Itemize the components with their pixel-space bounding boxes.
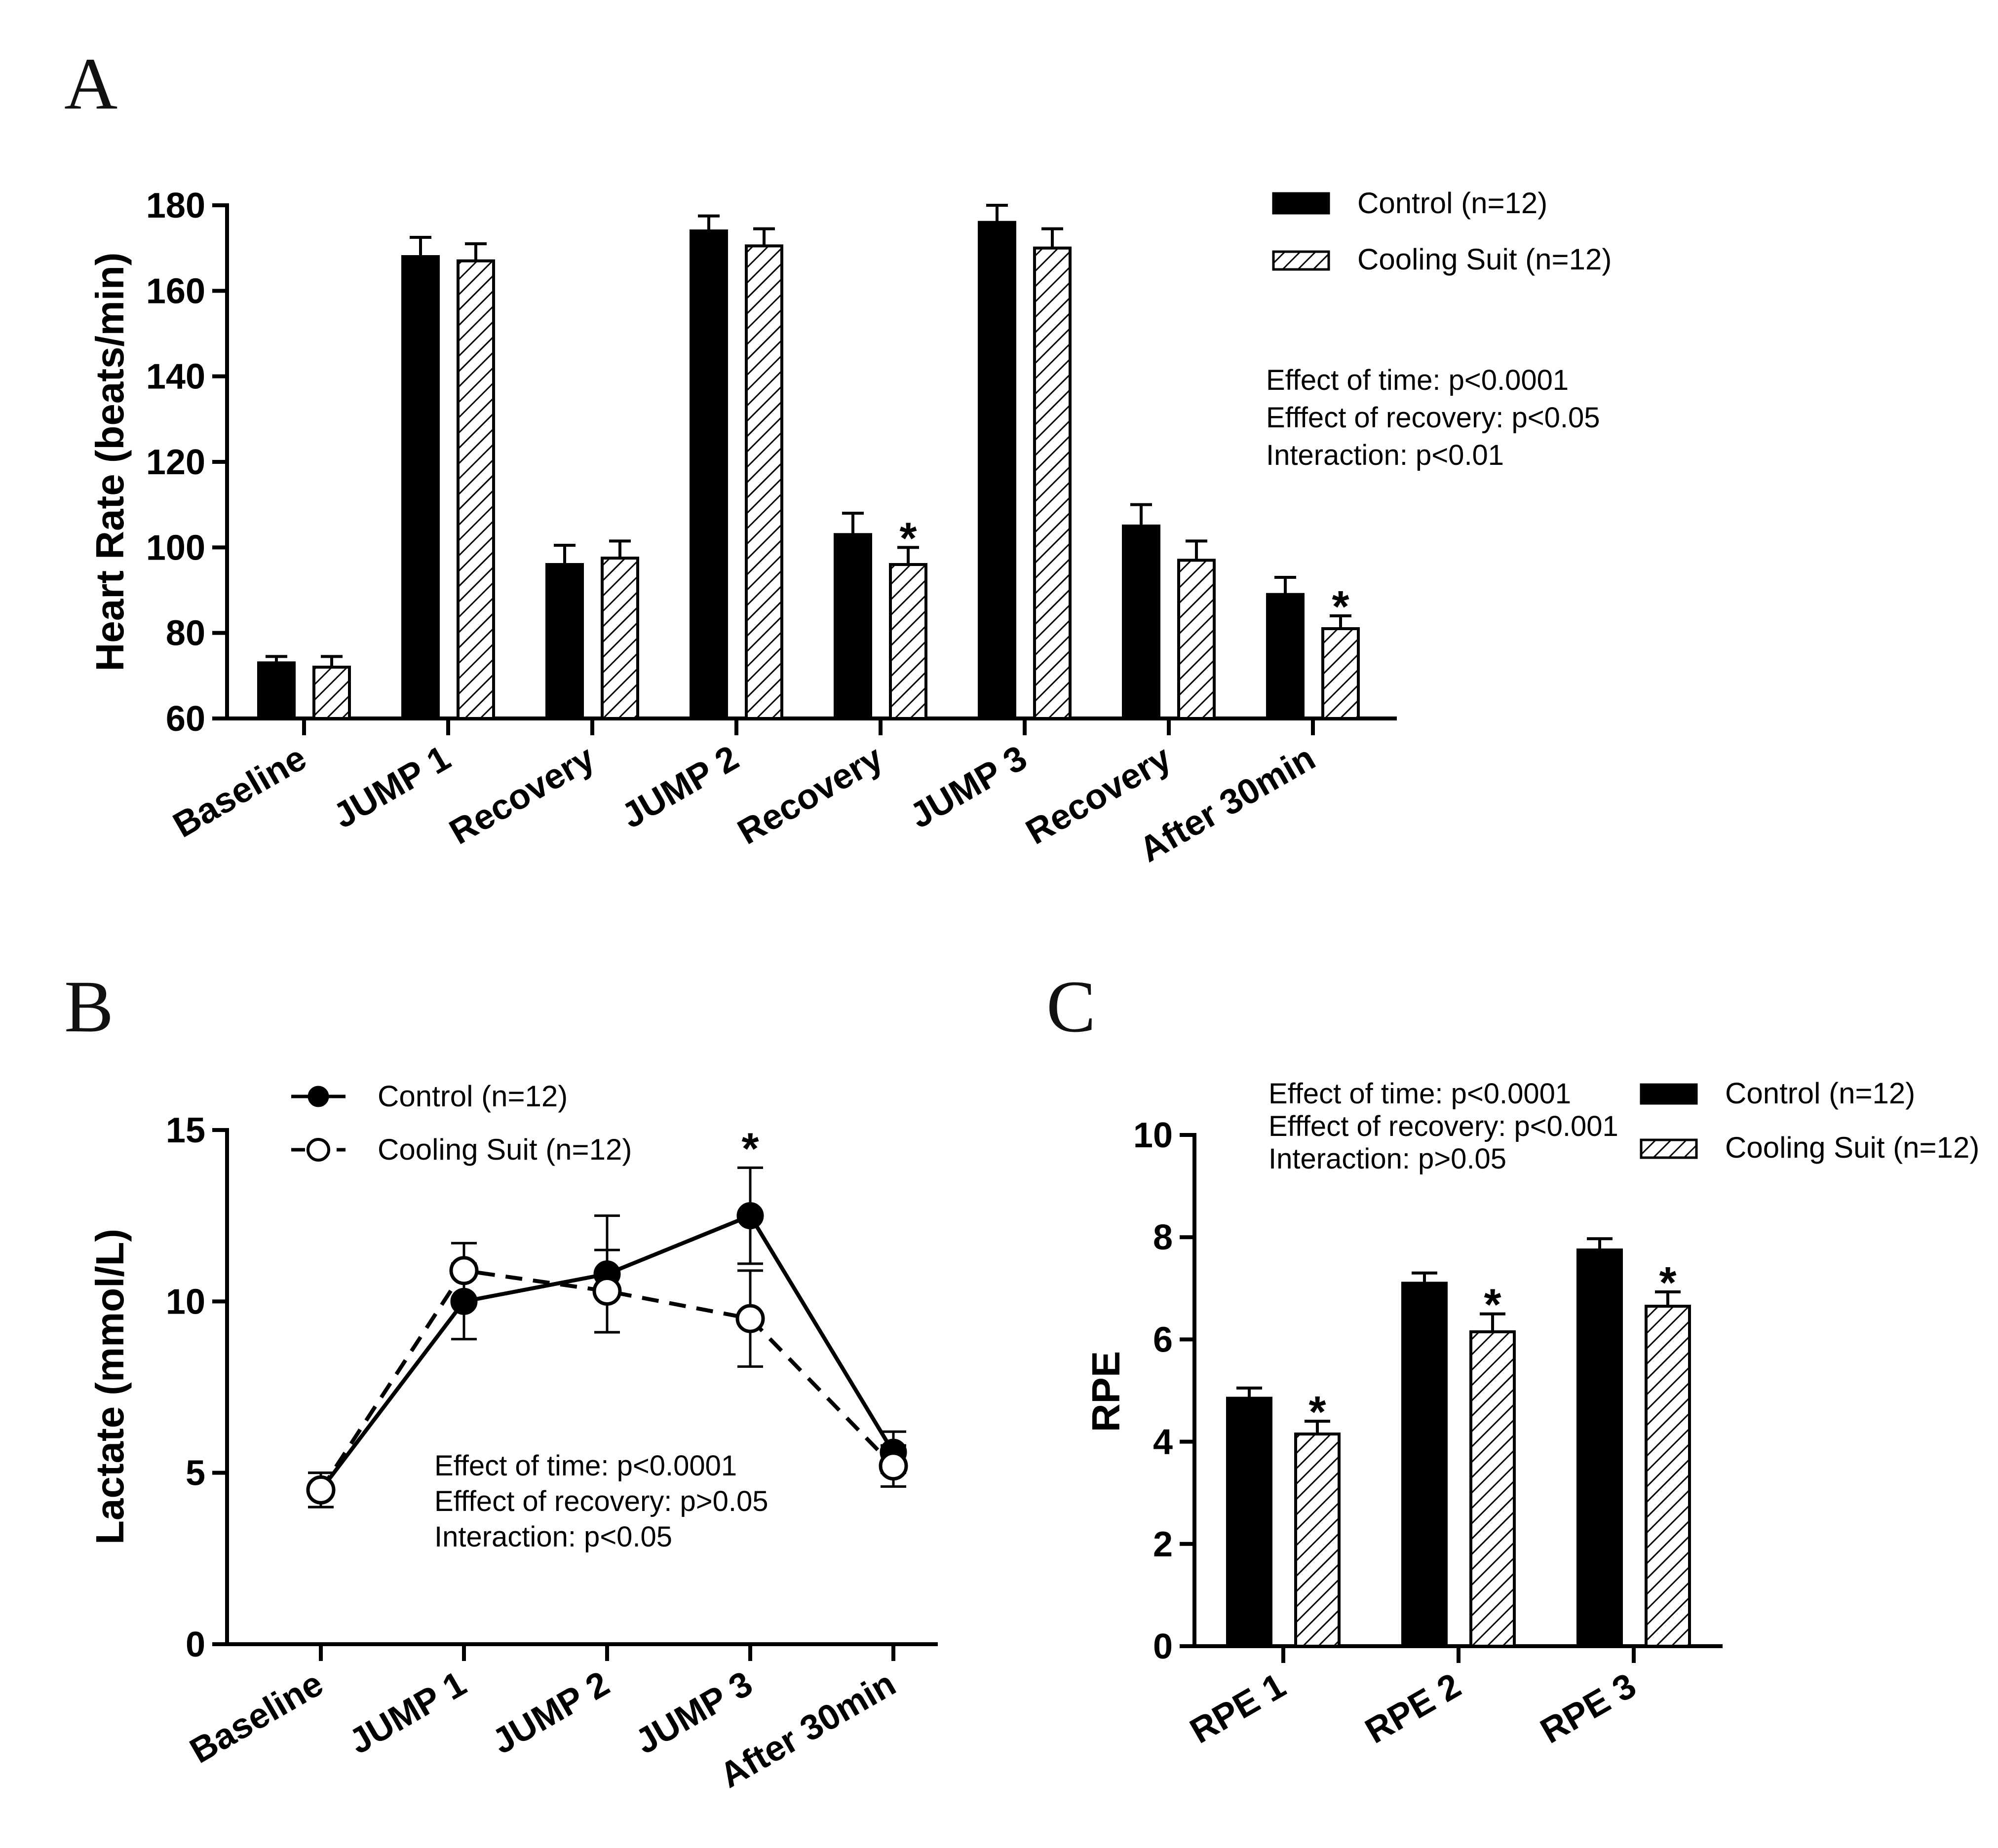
bar-control	[690, 229, 728, 720]
bar-cooling-suit	[889, 563, 927, 720]
panel-b-letter: B	[64, 966, 114, 1048]
stats-line: Effect of time: p<0.0001	[434, 1450, 737, 1482]
stats-line: Interaction: p<0.01	[1266, 439, 1504, 471]
y-axis-title: Heart Rate (beats/min)	[88, 252, 132, 671]
legend-swatch-control	[1272, 192, 1330, 215]
significance-marker: *	[741, 1124, 759, 1173]
point-control	[450, 1287, 478, 1315]
legend-swatch-cooling-suit	[1272, 250, 1330, 271]
legend-label-cooling-suit: Cooling Suit (n=12)	[378, 1133, 632, 1166]
legend-label-control: Control (n=12)	[1357, 187, 1547, 220]
x-tick-label: RPE 2	[1359, 1666, 1467, 1751]
bar-control	[978, 221, 1016, 720]
x-tick-label: Recovery	[731, 738, 889, 852]
y-tick-label: 140	[146, 357, 205, 397]
stats-line: Interaction: p<0.05	[434, 1521, 672, 1553]
bar-control	[1576, 1248, 1623, 1648]
legend-label-control: Control (n=12)	[378, 1080, 568, 1113]
panel-b-lactate-chart: 0 5 10 15 Lactate (mmol/L) Baseline JUMP 1 JUMP…	[88, 1080, 938, 1796]
stats-line: Efffect of recovery: p<0.05	[1266, 402, 1600, 434]
x-tick-label: JUMP 1	[343, 1664, 473, 1762]
stats-line: Efffect of recovery: p<0.001	[1268, 1110, 1618, 1142]
y-tick-label: 8	[1153, 1218, 1173, 1257]
legend-label-cooling-suit: Cooling Suit (n=12)	[1725, 1131, 1979, 1164]
bar-control	[1401, 1282, 1448, 1648]
stats-line: Effect of time: p<0.0001	[1266, 364, 1569, 396]
panel-a-heart-rate-chart: 60 80 100 120 140 160 180 Heart Rate (beats/min…	[88, 186, 1612, 870]
significance-marker: *	[1484, 1281, 1501, 1330]
x-tick-label: RPE 1	[1184, 1666, 1292, 1751]
bar-cooling-suit	[1033, 246, 1072, 720]
bar-cooling-suit	[1321, 627, 1360, 720]
point-cooling-suit	[449, 1256, 479, 1285]
bar-control	[834, 533, 872, 720]
bar-cooling-suit	[1177, 559, 1216, 720]
bar-cooling-suit	[745, 244, 783, 720]
bar-cooling-suit	[1294, 1433, 1341, 1648]
y-axis-title: RPE	[1084, 1351, 1128, 1433]
x-tick-label: Baseline	[167, 738, 313, 845]
y-tick-label: 60	[166, 699, 205, 739]
y-tick-label: 6	[1153, 1320, 1173, 1359]
bar-control	[257, 661, 296, 720]
point-control	[736, 1202, 764, 1230]
bar-control	[1266, 593, 1305, 720]
y-tick-label: 10	[1133, 1116, 1173, 1155]
legend-label-cooling-suit: Cooling Suit (n=12)	[1357, 243, 1612, 276]
stats-line: Interaction: p>0.05	[1268, 1143, 1506, 1175]
y-tick-label: 5	[186, 1454, 205, 1493]
stats-line: Efffect of recovery: p>0.05	[434, 1485, 768, 1517]
y-tick-label: 120	[146, 443, 205, 482]
bar-control	[1226, 1396, 1272, 1648]
panel-a-letter: A	[64, 43, 117, 125]
y-tick-label: 80	[166, 614, 205, 653]
legend-swatch-cooling-suit	[1640, 1138, 1698, 1159]
y-tick-label: 2	[1153, 1525, 1173, 1564]
legend-marker-control	[307, 1086, 329, 1107]
bar-control	[1122, 525, 1160, 720]
point-cooling-suit	[592, 1276, 622, 1306]
y-tick-label: 10	[166, 1282, 205, 1321]
panel-c-rpe-chart: 0 2 4 6 8 10 RPE RPE 1 RPE 2 RPE 3 * * * Control (n=1…	[1084, 1077, 1979, 1751]
panel-c-letter: C	[1046, 966, 1096, 1048]
point-cooling-suit	[306, 1475, 336, 1505]
bar-cooling-suit	[1645, 1305, 1691, 1648]
x-tick-label: JUMP 1	[327, 738, 457, 836]
x-tick-label: Baseline	[184, 1664, 330, 1771]
bar-cooling-suit	[457, 259, 495, 720]
y-tick-label: 160	[146, 271, 205, 311]
x-tick-label: JUMP 2	[615, 738, 745, 836]
y-tick-label: 15	[166, 1111, 205, 1150]
bar-control	[401, 255, 440, 720]
legend-marker-cooling-suit	[307, 1138, 330, 1162]
y-tick-label: 180	[146, 186, 205, 226]
bar-control	[545, 563, 584, 720]
y-axis-title: Lactate (mmol/L)	[88, 1229, 132, 1545]
legend-label-control: Control (n=12)	[1725, 1077, 1915, 1110]
bar-cooling-suit	[1469, 1330, 1516, 1648]
point-cooling-suit	[735, 1304, 765, 1333]
x-tick-label: RPE 3	[1534, 1666, 1643, 1751]
point-cooling-suit	[879, 1451, 908, 1481]
y-tick-label: 4	[1153, 1423, 1173, 1462]
x-tick-label: JUMP 3	[903, 738, 1034, 836]
y-tick-label: 100	[146, 528, 205, 567]
stats-line: Effect of time: p<0.0001	[1268, 1078, 1571, 1110]
x-tick-label: Recovery	[443, 738, 601, 852]
significance-marker: *	[899, 514, 917, 563]
significance-marker: *	[1659, 1258, 1676, 1308]
bar-cooling-suit	[601, 557, 639, 720]
significance-marker: *	[1308, 1388, 1326, 1437]
legend-swatch-control	[1640, 1083, 1698, 1105]
significance-marker: *	[1332, 582, 1349, 632]
y-tick-label: 0	[1153, 1627, 1173, 1666]
bar-cooling-suit	[312, 666, 351, 720]
x-tick-label: JUMP 2	[486, 1664, 616, 1762]
line-cooling-suit	[319, 1268, 895, 1491]
y-tick-label: 0	[186, 1625, 205, 1664]
